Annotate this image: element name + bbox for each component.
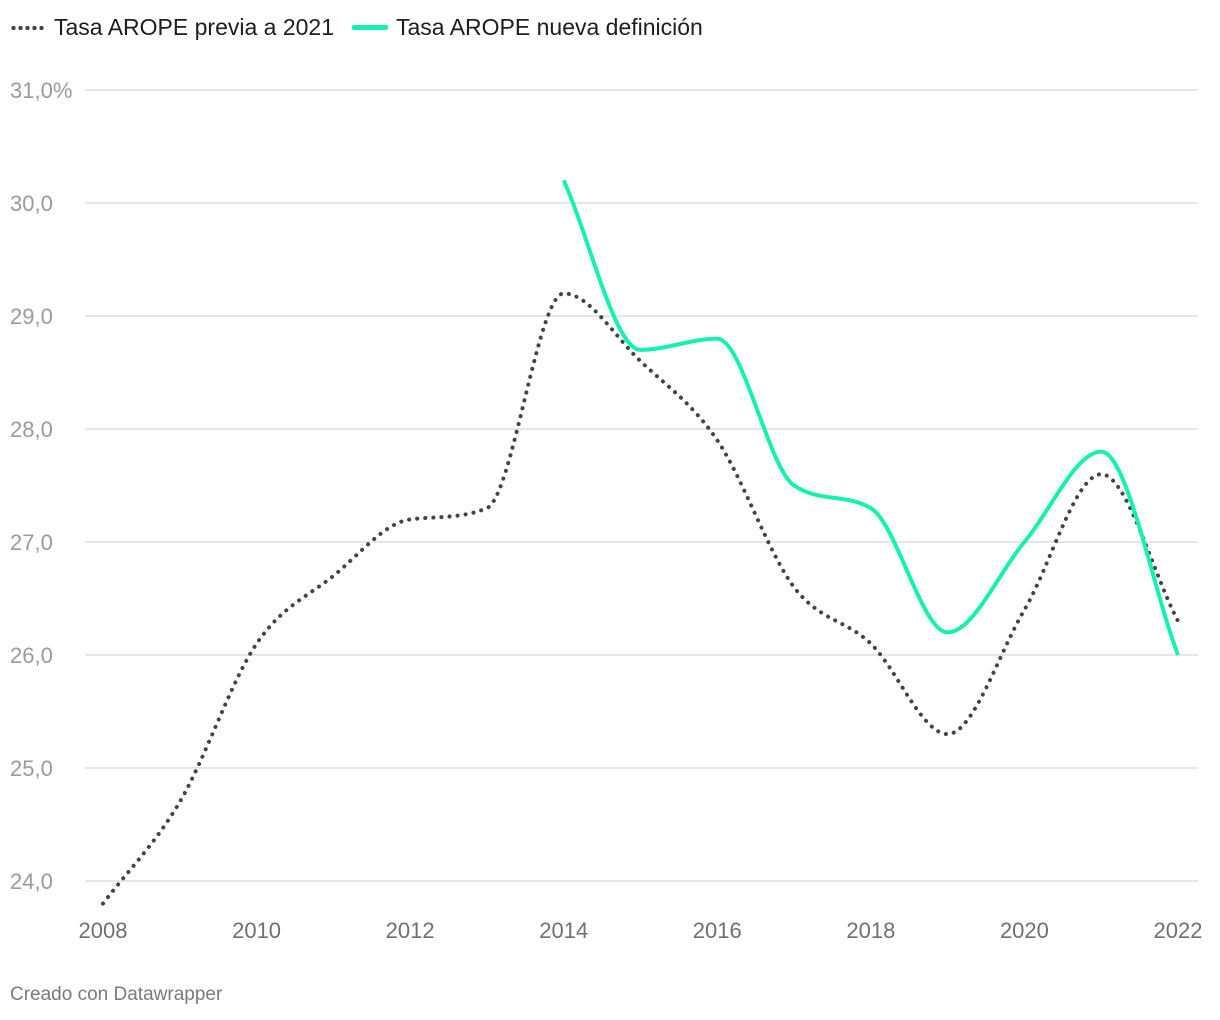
legend: Tasa AROPE previa a 2021 Tasa AROPE nuev… (10, 14, 703, 41)
y-tick-label: 24,0 (10, 869, 53, 894)
legend-item-old: Tasa AROPE previa a 2021 (10, 14, 334, 41)
y-tick-label: 25,0 (10, 756, 53, 781)
series-line-previa-2021 (101, 291, 1180, 906)
x-tick-label: 2008 (79, 918, 128, 943)
y-tick-label: 27,0 (10, 530, 53, 555)
footer-credit: Creado con Datawrapper (10, 984, 223, 1005)
legend-item-new: Tasa AROPE nueva definición (352, 14, 703, 41)
series-line-nueva-definicion (561, 179, 1180, 656)
x-tick-label: 2010 (232, 918, 281, 943)
y-tick-label: 30,0 (10, 191, 53, 216)
y-tick-label: 28,0 (10, 417, 53, 442)
x-axis-ticks: 2008 2010 2012 2014 2016 2018 2020 2022 (79, 918, 1203, 943)
y-tick-label: 31,0% (10, 78, 72, 103)
y-tick-label: 29,0 (10, 304, 53, 329)
x-tick-label: 2020 (1000, 918, 1049, 943)
y-tick-label: 26,0 (10, 643, 53, 668)
y-axis-ticks: 31,0% 30,0 29,0 28,0 27,0 26,0 25,0 24,0 (10, 78, 72, 894)
x-tick-label: 2022 (1154, 918, 1203, 943)
x-tick-label: 2016 (693, 918, 742, 943)
legend-swatch-solid-icon (352, 25, 388, 30)
legend-swatch-dotted-icon (10, 24, 46, 31)
legend-label-new: Tasa AROPE nueva definición (396, 14, 703, 40)
x-tick-label: 2018 (846, 918, 895, 943)
x-tick-label: 2014 (539, 918, 588, 943)
series-layer (101, 179, 1180, 906)
grid-layer (85, 89, 1198, 882)
x-tick-label: 2012 (386, 918, 435, 943)
line-chart: 31,0%30,029,028,027,026,025,024,0 2008 20… (10, 78, 1203, 943)
legend-label-old: Tasa AROPE previa a 2021 (54, 14, 334, 40)
